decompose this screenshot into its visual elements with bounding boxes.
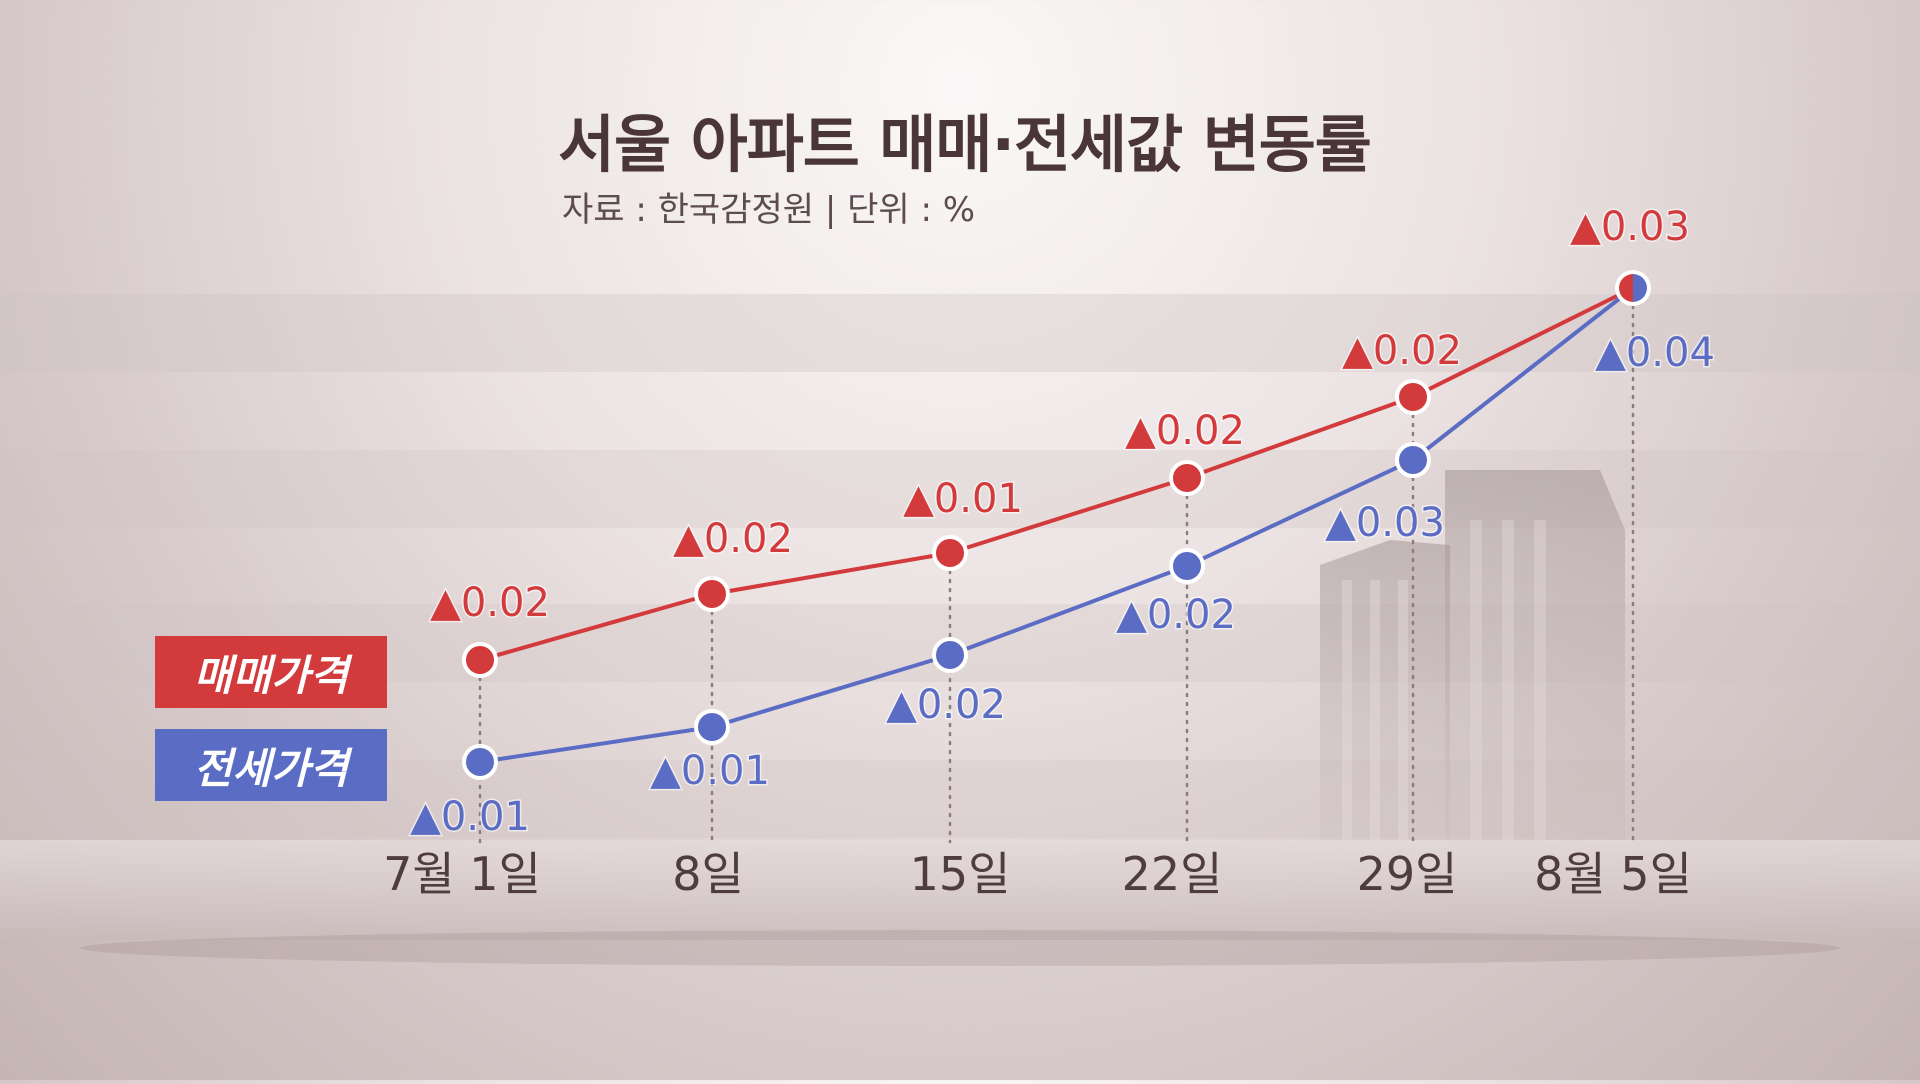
jeonse-point — [1395, 442, 1431, 478]
sale-point — [1169, 460, 1205, 496]
jeonse-value-label: ▲0.01 — [410, 794, 530, 840]
sale-point — [1619, 274, 1633, 302]
jeonse-value-label: ▲0.03 — [1325, 500, 1445, 546]
x-axis-label: 7월 1일 — [383, 847, 541, 901]
sale-value-label: ▲0.02 — [1125, 408, 1245, 454]
background-decoration — [0, 294, 1920, 966]
x-axis-label: 15일 — [910, 847, 1011, 901]
sale-value-label: ▲0.02 — [430, 580, 550, 626]
chart-subtitle: 자료 : 한국감정원 | 단위 : % — [562, 190, 976, 230]
x-axis-label: 8일 — [672, 847, 744, 901]
sale-value-label: ▲0.02 — [673, 516, 793, 562]
sale-point — [1395, 379, 1431, 415]
jeonse-point — [1169, 548, 1205, 584]
background-band — [0, 294, 1920, 372]
floor-band — [0, 840, 1920, 940]
sale-value-label: ▲0.02 — [1342, 328, 1462, 374]
sale-value-label: ▲0.01 — [903, 476, 1023, 522]
sale-point — [694, 576, 730, 612]
sale-point — [462, 642, 498, 678]
sale-value-label: ▲0.03 — [1570, 204, 1690, 250]
legend-sale-price: 매매가격 — [155, 636, 387, 708]
chart-title: 서울 아파트 매매·전세값 변동률 — [558, 108, 1372, 181]
jeonse-value-label: ▲0.02 — [886, 682, 1006, 728]
jeonse-point — [462, 744, 498, 780]
jeonse-point — [932, 637, 968, 673]
x-axis-label: 8월 5일 — [1534, 847, 1692, 901]
sale-series-line — [479, 286, 1634, 662]
jeonse-point — [694, 709, 730, 745]
jeonse-series-line — [479, 286, 1635, 764]
jeonse-value-label: ▲0.02 — [1116, 592, 1236, 638]
x-axis-label: 22일 — [1122, 847, 1223, 901]
x-axis-label: 29일 — [1357, 847, 1458, 901]
floor-shadow — [80, 930, 1840, 966]
sale-point — [932, 535, 968, 571]
legend-jeonse-price: 전세가격 — [155, 729, 387, 801]
building-graphic — [1320, 470, 1625, 840]
jeonse-value-label: ▲0.01 — [650, 748, 770, 794]
jeonse-point — [1633, 274, 1647, 302]
jeonse-value-label: ▲0.04 — [1595, 330, 1715, 376]
